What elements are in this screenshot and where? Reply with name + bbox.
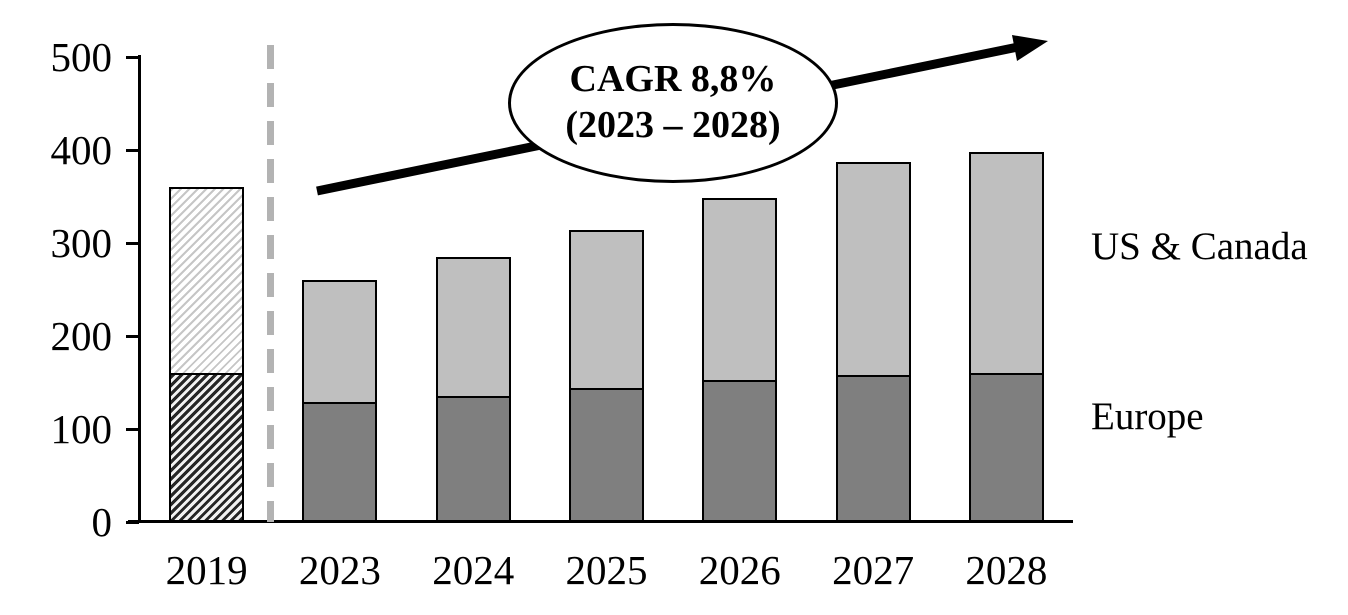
stacked-bar-2025 xyxy=(569,229,644,522)
y-axis-tick-label: 400 xyxy=(50,127,113,173)
cagr-annotation-line1: CAGR 8,8% xyxy=(569,58,777,101)
stacked-bar-2024 xyxy=(435,256,511,522)
series-label-us-canada: US & Canada xyxy=(1091,225,1308,268)
bar-segment-europe xyxy=(837,375,909,520)
y-axis-tick-label: 300 xyxy=(50,220,113,266)
stacked-bar-2027 xyxy=(835,162,911,522)
y-axis-tick xyxy=(126,241,139,245)
y-axis-tick-label: 0 xyxy=(91,499,113,545)
y-axis-tick xyxy=(126,55,139,59)
dashed-separator-line xyxy=(267,45,274,522)
stacked-bar-2023 xyxy=(302,280,378,522)
series-label-europe: Europe xyxy=(1091,395,1204,438)
bar-segment-us-canada xyxy=(970,153,1042,373)
x-axis-label-2023: 2023 xyxy=(298,547,381,593)
cagr-annotation-line2: (2023 – 2028) xyxy=(565,104,781,146)
stacked-bar-2019 xyxy=(169,187,245,522)
y-axis-tick xyxy=(126,520,139,524)
y-axis-tick xyxy=(126,427,139,431)
x-axis-label-2019: 2019 xyxy=(165,547,248,593)
bar-segment-us-canada xyxy=(304,282,376,403)
cagr-annotation-ellipse: CAGR 8,8% (2023 – 2028) xyxy=(508,23,838,183)
x-axis-label-2024: 2024 xyxy=(432,547,515,593)
bar-segment-europe xyxy=(704,380,776,520)
y-axis-tick-label: 200 xyxy=(50,313,113,359)
bar-segment-europe xyxy=(304,402,376,520)
y-axis-tick xyxy=(126,334,139,338)
bar-segment-europe xyxy=(970,372,1042,520)
x-axis-label-2025: 2025 xyxy=(565,547,648,593)
y-axis-tick xyxy=(126,148,139,152)
x-axis-label-2028: 2028 xyxy=(965,547,1048,593)
y-axis-tick-label: 500 xyxy=(50,34,113,80)
bar-segment-europe xyxy=(571,387,642,520)
y-axis-line xyxy=(138,55,141,522)
bar-segment-europe xyxy=(437,395,509,520)
bar-segment-europe xyxy=(171,372,243,520)
bar-segment-us-canada xyxy=(837,164,909,376)
x-axis-label-2026: 2026 xyxy=(698,547,781,593)
bar-segment-us-canada xyxy=(571,231,642,388)
stacked-bar-2028 xyxy=(968,151,1044,522)
x-axis-label-2027: 2027 xyxy=(832,547,915,593)
y-axis-tick-label: 100 xyxy=(50,406,113,452)
bar-segment-us-canada xyxy=(704,200,776,381)
bar-segment-us-canada xyxy=(171,189,243,373)
bar-segment-us-canada xyxy=(437,258,509,396)
stacked-bar-2026 xyxy=(702,198,778,522)
